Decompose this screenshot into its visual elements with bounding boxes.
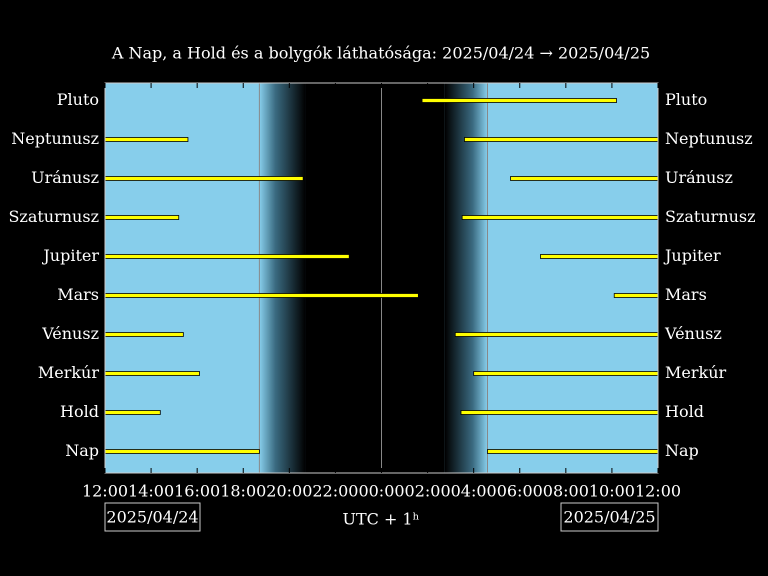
row-label: Merkúr: [665, 363, 727, 382]
chart-title: A Nap, a Hold és a bolygók láthatósága: …: [111, 44, 650, 63]
row-label: Uránusz: [31, 168, 99, 187]
row-label: Jupiter: [41, 246, 99, 265]
visibility-bar: [540, 254, 659, 259]
night: [305, 83, 445, 473]
x-tick-label: 12:00: [82, 482, 128, 501]
x-tick-label: 12:00: [635, 482, 681, 501]
x-tick-label: 10:00: [589, 482, 635, 501]
row-label: Uránusz: [665, 168, 733, 187]
row-label: Pluto: [57, 90, 99, 109]
row-label: Mars: [665, 285, 707, 304]
visibility-bar: [487, 449, 659, 454]
row-label: Neptunusz: [11, 129, 99, 148]
date-label: 2025/04/25: [563, 508, 655, 527]
date-box: [560, 502, 659, 532]
x-tick-label: 08:00: [543, 482, 589, 501]
row-label: Hold: [665, 402, 704, 421]
x-tick-label: 06:00: [497, 482, 543, 501]
row-label: Nap: [65, 441, 99, 460]
dawn: [444, 83, 488, 473]
visibility-bar: [421, 98, 617, 103]
row-label: Hold: [60, 402, 99, 421]
date-box: [104, 502, 201, 532]
visibility-bar: [104, 137, 189, 142]
row-label: Nap: [665, 441, 699, 460]
visibility-bar: [104, 293, 419, 298]
visibility-bar: [104, 449, 260, 454]
row-label: Merkúr: [38, 363, 100, 382]
x-tick-label: 02:00: [405, 482, 451, 501]
row-label: Jupiter: [663, 246, 721, 265]
visibility-bar: [104, 254, 350, 259]
dusk: [259, 83, 306, 473]
visibility-bar: [104, 176, 304, 181]
visibility-bar: [104, 410, 161, 415]
visibility-bar: [464, 137, 659, 142]
x-tick-label: 16:00: [174, 482, 220, 501]
row-label: Pluto: [665, 90, 707, 109]
visibility-bar: [613, 293, 659, 298]
visibility-bar: [473, 371, 659, 376]
visibility-bar: [104, 371, 200, 376]
visibility-bar: [461, 215, 659, 220]
row-label: Mars: [57, 285, 99, 304]
x-tick-label: 18:00: [220, 482, 266, 501]
row-label: Szaturnusz: [8, 207, 99, 226]
row-label: Szaturnusz: [665, 207, 756, 226]
row-label: Vénusz: [664, 324, 722, 343]
x-tick-label: 14:00: [128, 482, 174, 501]
x-tick-label: 00:00: [358, 482, 404, 501]
visibility-bar: [460, 410, 659, 415]
x-tick-label: 20:00: [266, 482, 312, 501]
date-label: 2025/04/24: [106, 508, 198, 527]
row-label: Vénusz: [41, 324, 99, 343]
visibility-bar: [104, 215, 180, 220]
row-label: Neptunusz: [665, 129, 753, 148]
x-tick-label: 22:00: [312, 482, 358, 501]
x-axis-label: UTC + 1ʰ: [342, 510, 419, 529]
visibility-bar: [104, 332, 184, 337]
x-tick-label: 04:00: [451, 482, 497, 501]
visibility-bar: [454, 332, 659, 337]
visibility-bar: [510, 176, 659, 181]
